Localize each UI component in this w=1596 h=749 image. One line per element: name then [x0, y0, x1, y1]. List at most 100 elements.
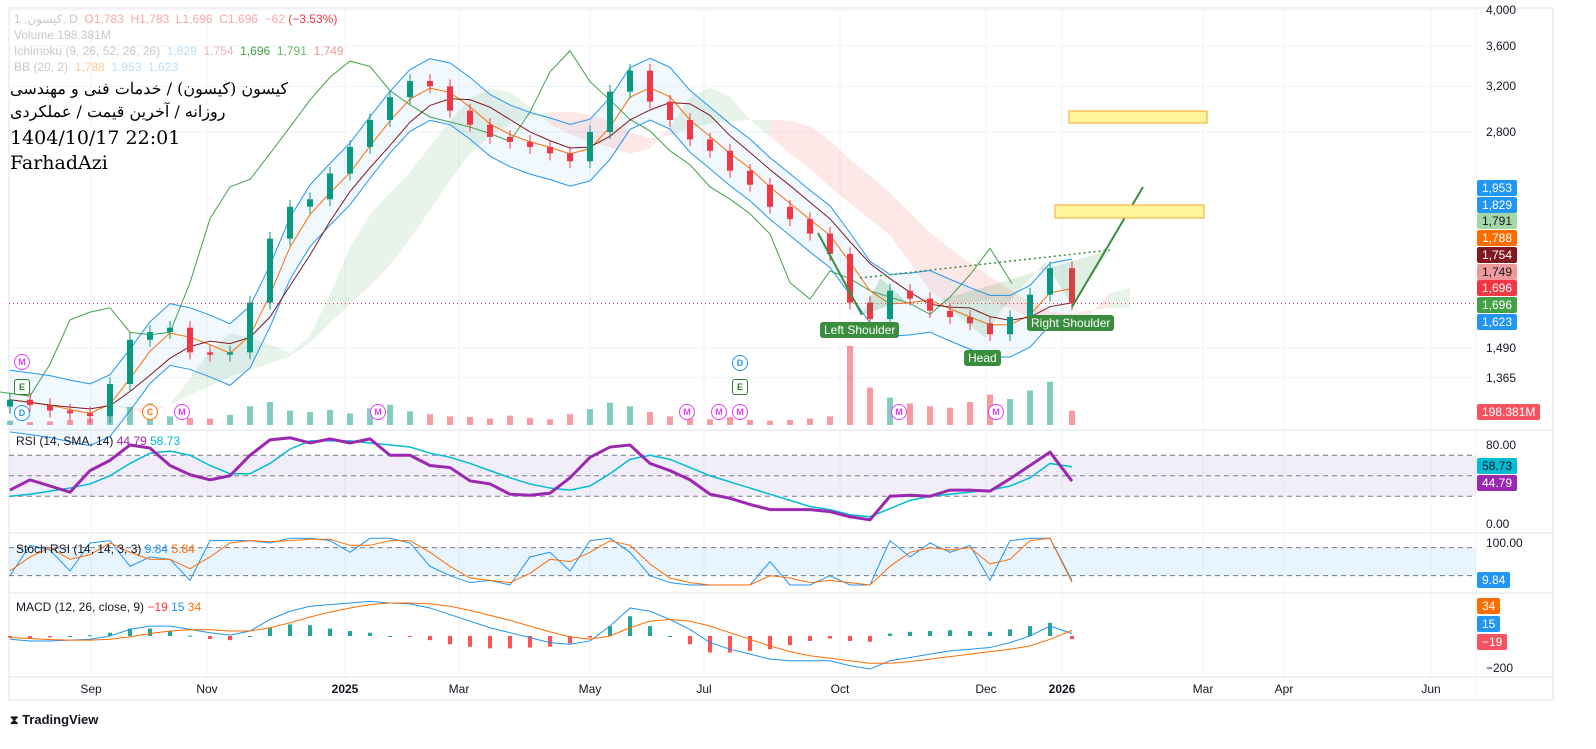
- macd-histogram-bar: [468, 636, 472, 647]
- macd-histogram-bar: [68, 636, 72, 637]
- event-marker-dividend-icon[interactable]: D: [732, 355, 748, 371]
- ichimoku-cloud: [230, 333, 250, 377]
- event-marker-meeting-icon[interactable]: M: [988, 404, 1004, 420]
- macd-histogram-bar: [668, 636, 672, 637]
- left-shoulder-label[interactable]: Left Shoulder: [820, 322, 900, 338]
- macd-histogram-bar: [168, 631, 172, 636]
- volume-bar: [567, 414, 573, 425]
- event-marker-meeting-icon[interactable]: M: [174, 404, 190, 420]
- volume-bar: [67, 419, 73, 425]
- ichimoku-cloud: [250, 337, 270, 371]
- event-marker-meeting-icon[interactable]: M: [891, 404, 907, 420]
- head-label[interactable]: Head: [964, 350, 1001, 366]
- symbol-label[interactable]: کیسون, 1, D: [14, 12, 78, 26]
- ichimoku-cloud: [570, 111, 590, 142]
- ohlc-legend: کیسون, 1, D O1,783 H1,783 L1,696 C1,696 …: [14, 12, 337, 26]
- volume-bar: [627, 406, 633, 425]
- volume-bar: [527, 417, 533, 425]
- volume-price-label: 198.381M: [1477, 404, 1541, 420]
- volume-bar: [1007, 399, 1013, 425]
- bb-value: 1,953: [111, 60, 142, 74]
- right-shoulder-label[interactable]: Right Shoulder: [1027, 315, 1115, 331]
- candle: [687, 119, 693, 140]
- ichimoku-base-line: [9, 98, 1073, 410]
- ichimoku-cloud: [390, 172, 410, 266]
- candle: [247, 302, 253, 353]
- candle: [107, 384, 113, 417]
- macd-histogram-bar: [828, 636, 832, 639]
- event-marker-meeting-icon[interactable]: M: [14, 354, 30, 370]
- time-tick: Jun: [1421, 682, 1441, 696]
- candle: [207, 352, 213, 355]
- macd-histogram-bar: [1028, 626, 1032, 636]
- volume-bar: [707, 419, 713, 425]
- macd-histogram-bar: [108, 632, 112, 636]
- time-tick: Mar: [448, 682, 470, 696]
- volume-legend: Volume 198.381M: [14, 28, 111, 42]
- volume-bar: [47, 421, 53, 425]
- price-label: 1,953: [1477, 180, 1518, 196]
- candle: [807, 219, 813, 234]
- macd-histogram-bar: [1070, 636, 1074, 640]
- volume-bar: [1047, 381, 1053, 425]
- event-marker-dividend-icon[interactable]: D: [14, 405, 30, 421]
- overlay-title: کیسون (کیسون) / خدمات فنی و مهندسی: [10, 79, 289, 98]
- event-marker-earnings-icon[interactable]: E: [732, 379, 748, 395]
- ichimoku-value: 1,754: [203, 44, 234, 58]
- volume-bar: [447, 416, 453, 425]
- candle: [507, 136, 513, 142]
- ichimoku-cloud: [810, 126, 830, 188]
- event-marker-earnings-icon[interactable]: E: [14, 379, 30, 395]
- change-value: −62: [264, 12, 285, 26]
- overlay-author: FarhadAzi: [10, 152, 108, 174]
- target-box-upper: [1068, 110, 1208, 124]
- candle: [787, 206, 793, 220]
- time-tick: May: [578, 682, 602, 696]
- event-marker-meeting-icon[interactable]: M: [711, 404, 727, 420]
- candle: [427, 81, 433, 87]
- candle: [67, 410, 73, 414]
- event-marker-meeting-icon[interactable]: M: [370, 404, 386, 420]
- pattern-fill-left: [862, 278, 905, 315]
- volume-bar: [587, 409, 593, 425]
- tradingview-logo[interactable]: ⧗ TradingView: [10, 712, 98, 728]
- candle: [487, 124, 493, 137]
- ichimoku-cloud: [730, 96, 750, 121]
- candle: [1069, 268, 1075, 304]
- open-value: O1,783: [84, 12, 124, 26]
- volume-bar: [547, 419, 553, 425]
- volume-bar: [767, 420, 773, 425]
- macd-histogram-bar: [708, 636, 712, 653]
- event-marker-meeting-icon[interactable]: M: [679, 404, 695, 420]
- candle: [347, 146, 353, 174]
- ichimoku-cloud: [710, 87, 730, 124]
- ichimoku-cloud: [970, 263, 990, 303]
- rsi-value-label: 44.79: [1477, 475, 1518, 491]
- price-label: 1,788: [1477, 230, 1518, 247]
- macd-histogram-bar: [28, 636, 32, 639]
- tradingview-icon: ⧗: [10, 713, 19, 727]
- volume-bar: [387, 404, 393, 425]
- macd-label: 15: [1477, 616, 1501, 632]
- candle: [467, 110, 473, 125]
- macd-histogram-bar: [208, 636, 212, 639]
- macd-histogram-bar: [88, 635, 92, 637]
- pattern-fill-right: [940, 250, 1110, 338]
- candle: [707, 139, 713, 151]
- volume-bar: [367, 408, 373, 425]
- macd-histogram-bar: [288, 624, 292, 636]
- ichimoku-cloud: [110, 405, 130, 410]
- macd-histogram-bar: [308, 625, 312, 636]
- ichimoku-cloud: [290, 335, 310, 357]
- ichimoku-cloud: [690, 87, 710, 129]
- event-marker-capital-icon[interactable]: C: [142, 404, 158, 420]
- macd-histogram-bar: [968, 631, 972, 636]
- candle: [927, 298, 933, 311]
- event-marker-meeting-icon[interactable]: M: [732, 404, 748, 420]
- ichimoku-cloud: [270, 344, 290, 364]
- candle: [87, 413, 93, 417]
- volume-bar: [207, 418, 213, 425]
- time-tick: Mar: [1192, 682, 1214, 696]
- candle: [167, 327, 173, 333]
